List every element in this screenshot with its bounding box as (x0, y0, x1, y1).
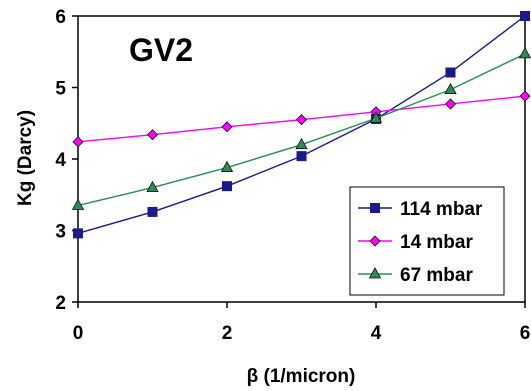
data-point-14-mbar (72, 136, 84, 148)
y-tick-label: 4 (55, 150, 66, 171)
data-point-67-mbar (146, 180, 159, 193)
data-point-114-mbar (222, 181, 232, 192)
x-tick-label: 6 (520, 323, 531, 344)
series-line-67-mbar (77, 53, 526, 207)
x-tick-label: 4 (371, 323, 382, 344)
legend-marker-14-mbar (369, 235, 381, 247)
data-point-114-mbar (296, 151, 307, 162)
data-point-14-mbar (146, 129, 159, 141)
data-point-114-mbar (445, 67, 456, 78)
data-point-67-mbar (369, 111, 383, 123)
data-point-14-mbar (444, 98, 457, 110)
data-point-14-mbar (295, 114, 308, 126)
chart-title: GV2 (129, 32, 193, 68)
data-point-67-mbar (444, 82, 457, 95)
legend-label-14-mbar: 14 mbar (400, 232, 473, 253)
data-point-67-mbar (295, 137, 308, 150)
series-67-mbar (71, 47, 531, 210)
legend: 114 mbar 14 mbar 67 mbar (349, 186, 505, 296)
y-tick-label: 2 (55, 293, 66, 314)
legend-label-67-mbar: 67 mbar (400, 265, 473, 286)
data-point-114-mbar (73, 228, 83, 239)
x-tick-label: 0 (73, 323, 84, 344)
legend-label-114-mbar: 114 mbar (400, 199, 483, 220)
data-point-14-mbar (519, 90, 531, 102)
x-tick-label: 2 (222, 323, 233, 344)
legend-marker-67-mbar (368, 267, 382, 279)
data-point-67-mbar (220, 160, 234, 172)
y-tick-label: 3 (55, 222, 66, 243)
y-axis-title: Kg (Darcy) (15, 110, 36, 206)
y-tick-label: 6 (55, 7, 66, 28)
data-point-67-mbar (518, 47, 531, 59)
series-layer (71, 11, 531, 239)
x-axis-title: β (1/micron) (247, 366, 356, 387)
data-point-114-mbar (520, 11, 530, 21)
data-point-67-mbar (71, 198, 85, 210)
y-tick-label: 5 (55, 79, 66, 100)
data-point-14-mbar (221, 121, 233, 133)
data-point-114-mbar (147, 206, 158, 217)
legend-marker-114-mbar (370, 203, 380, 213)
